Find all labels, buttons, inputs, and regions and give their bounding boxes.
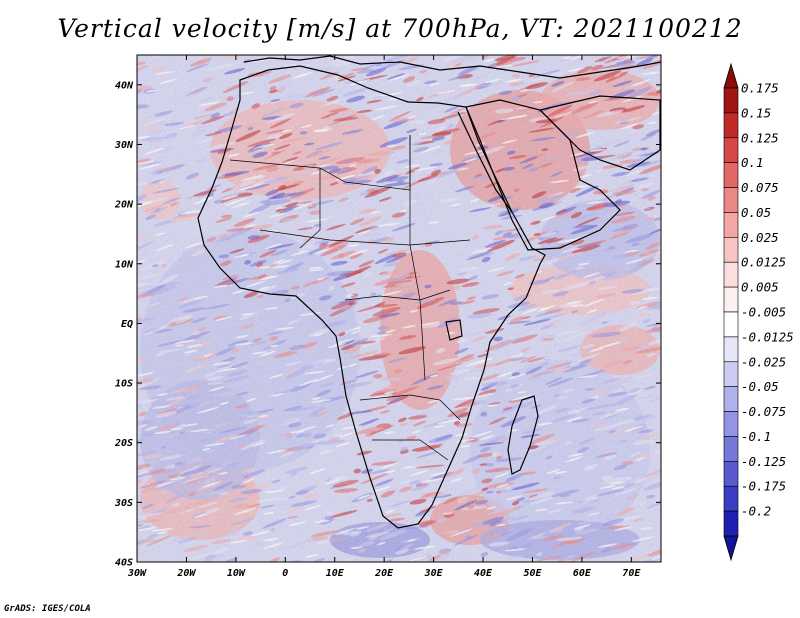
lon-tick-label: 30E <box>424 568 444 579</box>
border-vertical <box>409 135 426 381</box>
colorbar-label: -0.2 <box>741 504 771 519</box>
lat-tick-label: EQ <box>121 319 133 330</box>
colorbar-swatch <box>723 112 739 139</box>
border-south <box>359 394 461 421</box>
colorbar-label: 0.15 <box>741 105 771 120</box>
lon-tick-label: 70E <box>622 568 641 579</box>
colorbar-label: -0.075 <box>741 404 786 419</box>
colorbar-label: -0.125 <box>741 454 786 469</box>
colorbar-label: -0.1 <box>741 429 771 444</box>
colorbar-swatch <box>723 261 739 288</box>
colorbar-label: -0.005 <box>741 305 786 320</box>
lat-tick-label: 10S <box>115 379 133 390</box>
plot-area <box>137 55 661 562</box>
colorbar-label: -0.175 <box>741 479 786 494</box>
colorbar-label: 0.0125 <box>741 255 786 270</box>
border-sahel <box>259 229 471 246</box>
colorbar-swatch <box>723 436 739 462</box>
lon-tick-label: 20E <box>374 568 394 579</box>
texture-overlay <box>137 55 661 562</box>
colorbar-swatch <box>723 485 739 512</box>
colorbar-label: 0.125 <box>741 130 779 145</box>
lon-tick-label: 0 <box>282 568 288 579</box>
colorbar-swatch <box>723 237 739 263</box>
europe-coastline <box>243 55 661 79</box>
lat-tick-label: 40S <box>115 558 133 569</box>
lat-tick-label: 30N <box>114 140 134 151</box>
country-borders <box>229 135 471 461</box>
colorbar-label: -0.05 <box>741 379 779 394</box>
border-sahara-b <box>299 168 321 249</box>
border-central <box>344 289 451 301</box>
lat-tick-label: 10N <box>115 259 134 270</box>
colorbar-label: -0.0125 <box>741 329 794 344</box>
plot-frame <box>136 54 662 563</box>
colorbar-swatch <box>723 162 739 188</box>
colorbar-swatch <box>723 87 739 114</box>
colorbar-swatch <box>723 311 739 338</box>
colorbar-swatch <box>723 361 739 387</box>
lat-tick-label: 30S <box>114 498 133 509</box>
colorbar-label: 0.075 <box>741 180 779 195</box>
colorbar-swatch <box>723 461 739 487</box>
colorbar-swatch <box>723 212 739 238</box>
africa-coastline <box>197 65 546 529</box>
coastlines <box>197 55 661 529</box>
colorbar-swatch <box>723 386 739 412</box>
colorbar-label: 0.05 <box>741 205 771 220</box>
madagascar-coastline <box>507 395 539 475</box>
colorbar: 0.175 0.15 0.125 0.1 0.075 0.05 0.025 0.0125 0.0… <box>723 62 794 562</box>
lon-tick-label: 30W <box>127 568 147 579</box>
lat-tick-label: 40N <box>115 80 134 91</box>
colorbar-label: -0.025 <box>741 354 786 369</box>
red-sea <box>457 111 513 213</box>
grads-credit: GrADS: IGES/COLA <box>4 604 91 614</box>
border-southern <box>372 439 449 461</box>
colorbar-bottom-triangle <box>723 535 739 562</box>
lon-tick-label: 50E <box>523 568 542 579</box>
iran-coastline <box>538 95 661 171</box>
colorbar-top-triangle <box>723 62 739 89</box>
axis-ticks: 30W 20W 10W 0 10E 20E 30E 40E 50E 60E 70E 40N 30N 20N… <box>114 55 661 579</box>
lon-tick-label: 60E <box>573 568 592 579</box>
colorbar-swatch <box>723 411 739 437</box>
map-title: Vertical velocity [m/s] at 700hPa, VT: 2… <box>57 14 743 43</box>
colorbar-swatch <box>723 187 739 213</box>
lon-tick-label: 10W <box>227 568 246 579</box>
colorbar-label: 0.175 <box>741 81 779 96</box>
lat-tick-label: 20N <box>114 200 134 211</box>
colorbar-swatch <box>723 286 739 313</box>
colorbar-swatch <box>723 510 739 537</box>
lat-tick-label: 20S <box>114 438 133 449</box>
colorbar-swatch <box>723 336 739 363</box>
lon-tick-label: 20W <box>176 568 196 579</box>
colorbar-label: 0.1 <box>741 155 764 170</box>
lake-victoria <box>445 319 463 341</box>
lon-tick-label: 10E <box>326 568 345 579</box>
lon-tick-label: 40E <box>474 568 493 579</box>
colorbar-swatch <box>723 137 739 163</box>
colorbar-label: 0.005 <box>741 280 779 295</box>
colorbar-label: 0.025 <box>741 230 779 245</box>
